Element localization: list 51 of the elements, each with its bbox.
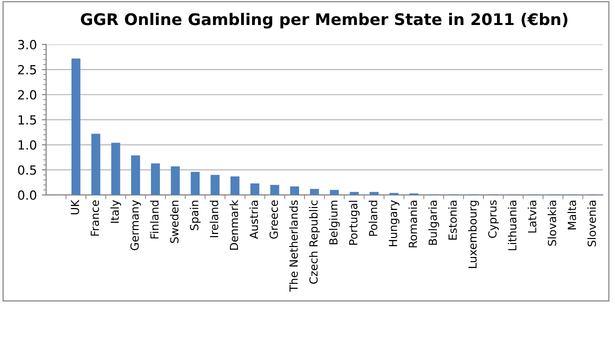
bar xyxy=(250,183,260,195)
bar xyxy=(111,142,120,195)
bar xyxy=(190,172,200,195)
x-tick-label: Czech Republic xyxy=(309,200,320,284)
bar xyxy=(210,174,220,195)
y-tick-label: 2.0 xyxy=(18,90,36,100)
bar xyxy=(71,58,80,195)
bar xyxy=(290,186,300,195)
x-tick-label: Slovenia xyxy=(587,200,596,246)
x-tick-label: Luxembourg xyxy=(468,200,479,268)
x-tick-label: Spain xyxy=(190,200,201,230)
bar xyxy=(270,184,280,195)
y-tick-label: 2.5 xyxy=(18,65,36,74)
x-tick-label: Bulgaria xyxy=(428,200,440,245)
x-tick-label: UK xyxy=(70,200,80,214)
y-tick-label: 0.0 xyxy=(18,190,36,200)
x-tick-label: The Netherlands xyxy=(289,200,298,292)
x-tick-label: Poland xyxy=(368,200,378,236)
bar xyxy=(230,176,240,195)
x-tick-label: Denmark xyxy=(230,200,238,250)
x-tick-label: Latvia xyxy=(528,200,536,233)
bar xyxy=(131,155,140,195)
y-tick-label: 3.0 xyxy=(18,40,36,50)
x-tick-label: Italy xyxy=(110,200,122,223)
y-tick-label: 1.0 xyxy=(18,140,36,150)
x-tick-label: Austria xyxy=(249,200,258,239)
chart-title: GGR Online Gambling per Member State in 2011 (€bn) xyxy=(80,12,568,28)
x-tick-label: Cyprus xyxy=(488,200,499,238)
x-tick-label: Belgium xyxy=(328,200,340,244)
x-tick-label: Malta xyxy=(568,200,576,230)
x-tick-label: Lithuania xyxy=(508,200,516,250)
x-tick-label: Greece xyxy=(270,200,278,239)
x-tick-label: Romania xyxy=(408,200,418,248)
x-tick-label: Slovakia xyxy=(548,200,556,246)
x-tick-label: France xyxy=(90,200,100,236)
bar xyxy=(91,134,100,195)
x-tick-label: Sweden xyxy=(170,200,179,243)
bar xyxy=(310,188,319,195)
bar xyxy=(170,166,180,195)
x-tick-label: Hungary xyxy=(388,200,400,246)
y-tick-label: 1.5 xyxy=(18,115,36,125)
bar xyxy=(330,190,339,195)
x-tick-label: Germany xyxy=(130,200,141,250)
x-tick-label: Estonia xyxy=(448,200,457,240)
bar xyxy=(370,192,379,195)
bar xyxy=(350,192,359,195)
bar xyxy=(150,163,160,195)
x-tick-label: Ireland xyxy=(210,200,218,238)
y-tick-label: 0.5 xyxy=(18,165,36,175)
x-tick-label: Portugal xyxy=(348,200,360,245)
x-tick-label: Finland xyxy=(150,200,159,238)
